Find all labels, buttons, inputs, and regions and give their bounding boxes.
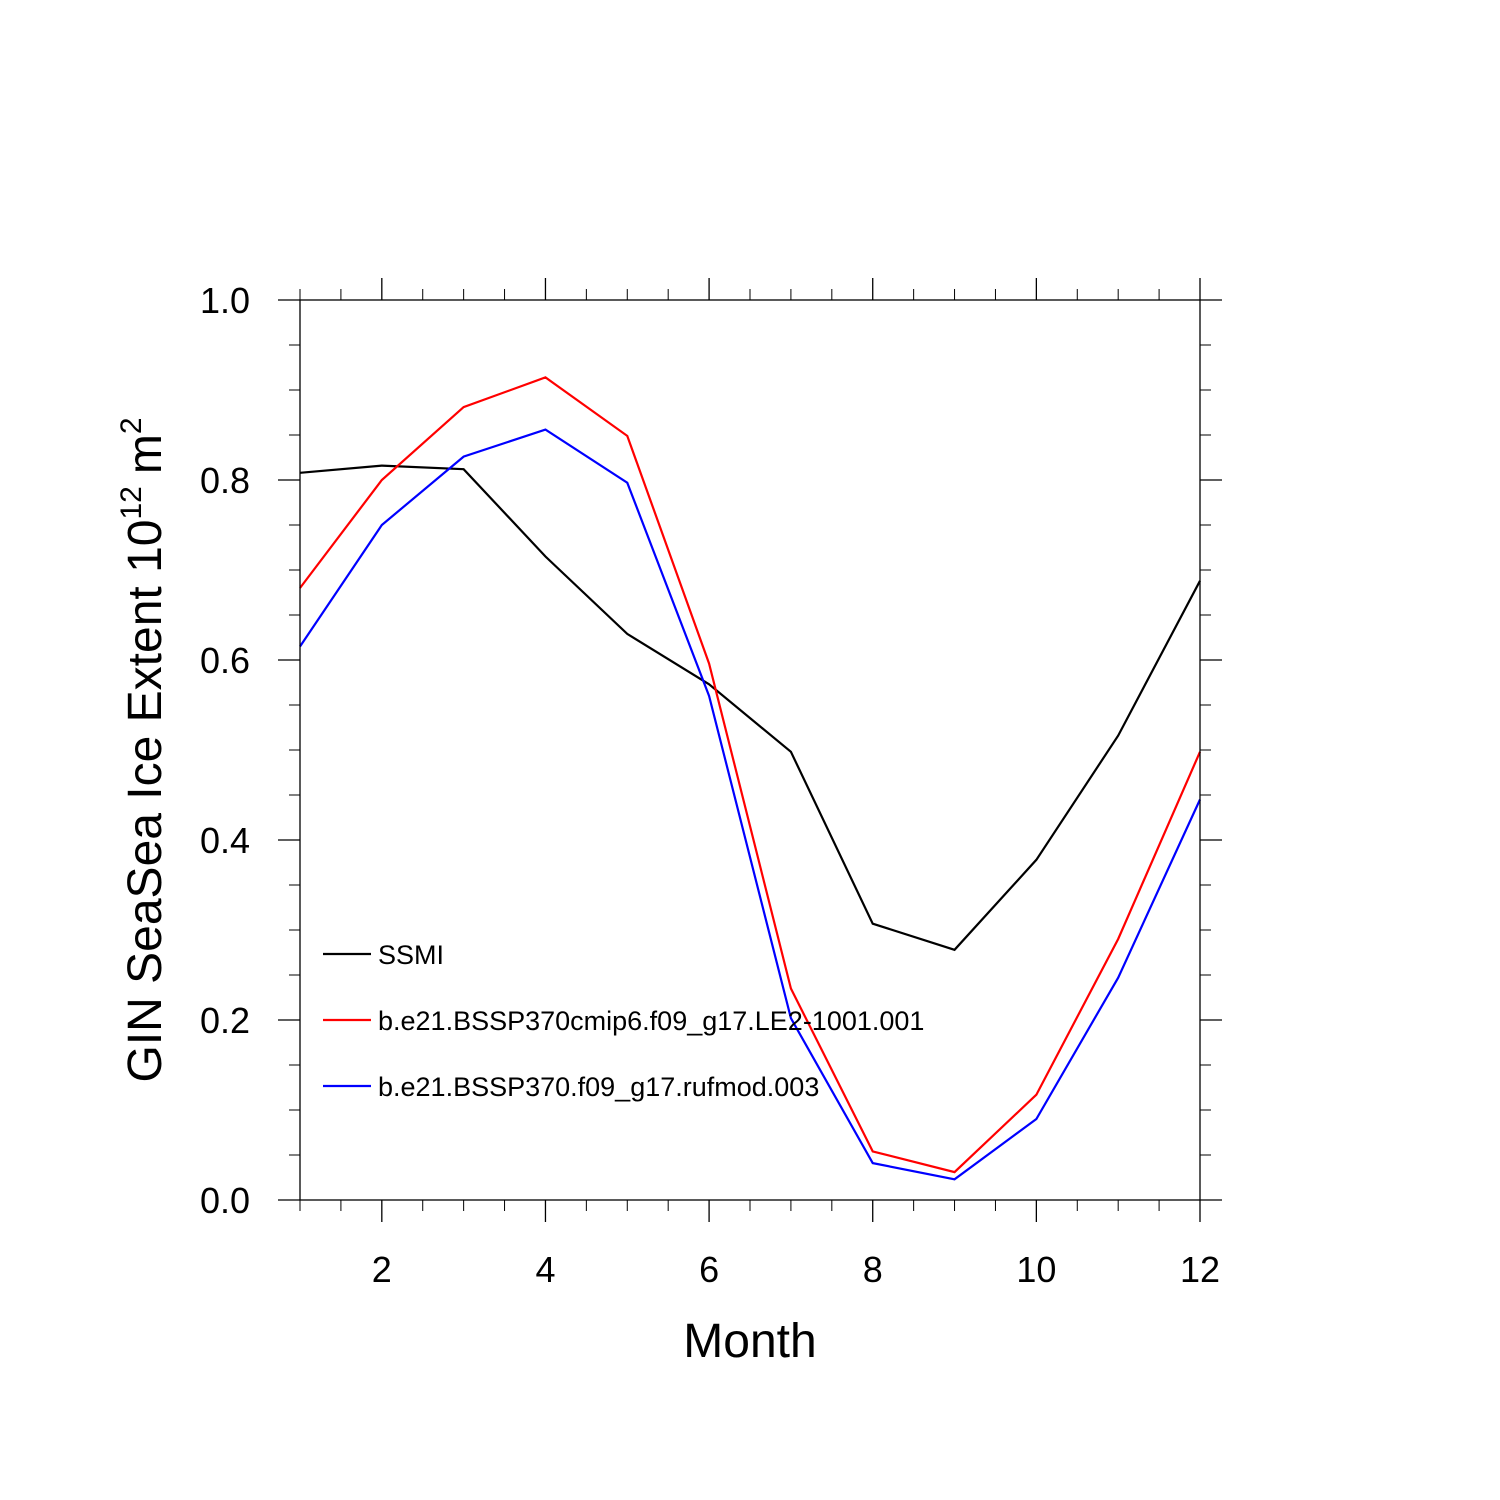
plot-frame — [299, 299, 1201, 1201]
x-tick-label: 2 — [372, 1249, 392, 1290]
x-tick-label: 4 — [535, 1249, 555, 1290]
x-tick-label: 8 — [863, 1249, 883, 1290]
y-tick-label: 0.2 — [200, 1000, 250, 1041]
y-tick-labels: 0.0 0.2 0.4 0.6 0.8 1.0 — [200, 280, 250, 1221]
y-axis-title-unit-exponent: 2 — [115, 417, 148, 434]
legend-label-ssmi: SSMI — [378, 940, 444, 970]
legend: SSMI b.e21.BSSP370cmip6.f09_g17.LE2-1001… — [323, 940, 924, 1102]
legend-label-le2: b.e21.BSSP370cmip6.f09_g17.LE2-1001.001 — [378, 1006, 924, 1036]
y-tick-label: 0.0 — [200, 1180, 250, 1221]
y-tick-label: 0.8 — [200, 460, 250, 501]
y-axis-title-exponent: 12 — [115, 486, 148, 519]
legend-label-rufmod: b.e21.BSSP370.f09_g17.rufmod.003 — [378, 1072, 819, 1102]
x-axis-title: Month — [683, 1315, 816, 1368]
minor-ticks — [289, 289, 1211, 1211]
x-tick-label: 6 — [699, 1249, 719, 1290]
series-line-2 — [299, 428, 1201, 1181]
y-tick-label: 0.4 — [200, 820, 250, 861]
y-axis-title-unit: m — [119, 434, 172, 474]
x-tick-label: 10 — [1016, 1249, 1056, 1290]
x-tick-label: 12 — [1180, 1249, 1220, 1290]
series-line-1 — [299, 376, 1202, 1174]
y-axis-title: GIN SeaSea Ice Extent 1012 m2 — [115, 417, 172, 1082]
series-lines — [299, 376, 1202, 1181]
y-tick-label: 1.0 — [200, 280, 250, 321]
x-tick-labels: 2 4 6 8 10 12 — [372, 1249, 1220, 1290]
y-tick-label: 0.6 — [200, 640, 250, 681]
y-axis-title-prefix: GIN SeaSea Ice Extent 10 — [119, 520, 172, 1083]
major-ticks — [278, 278, 1222, 1222]
